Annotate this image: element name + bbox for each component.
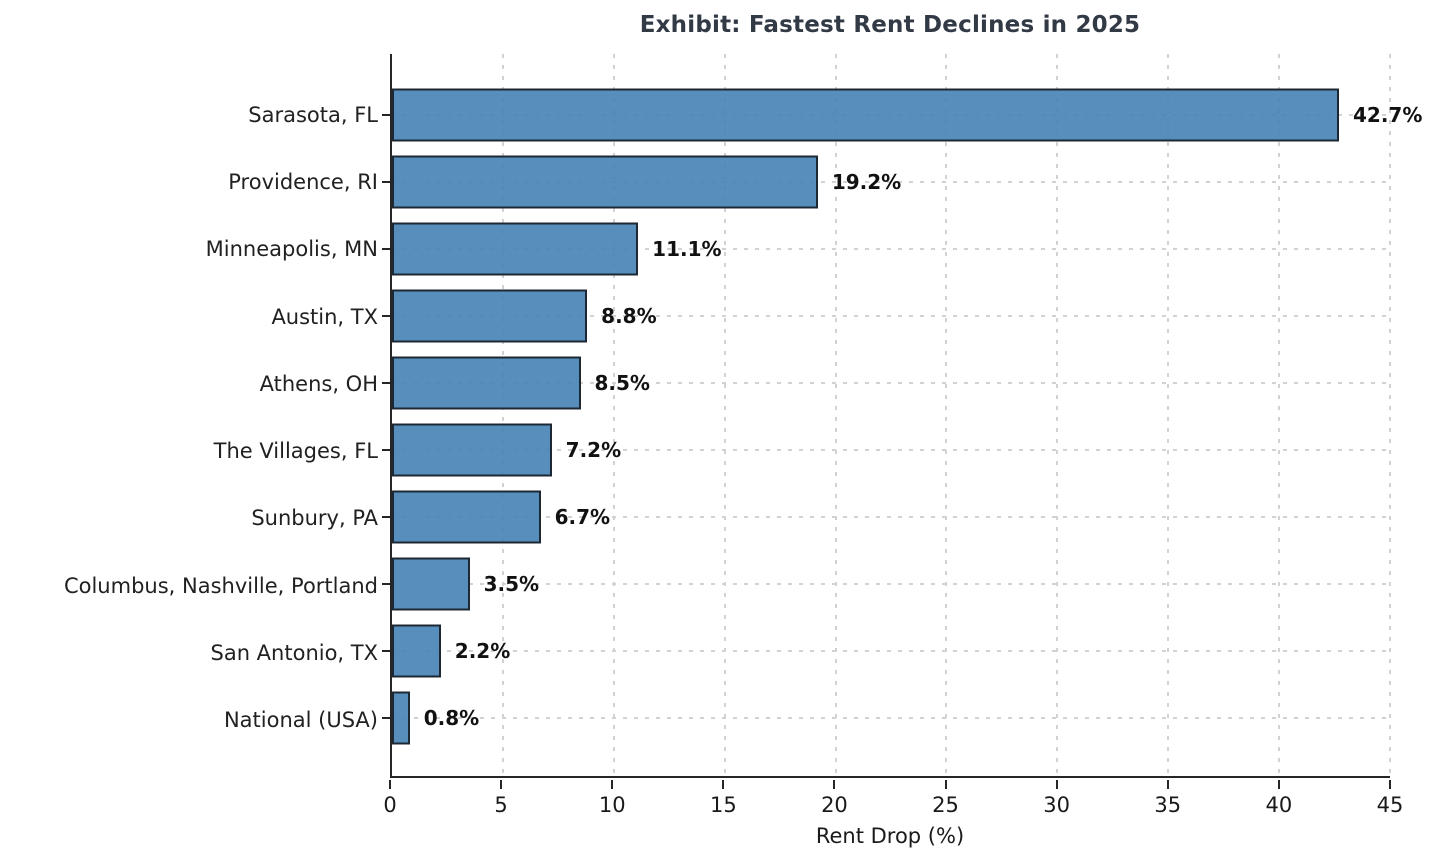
category-label: The Villages, FL (213, 439, 378, 464)
bar-value-label: 0.8% (423, 706, 480, 731)
x-axis-tick-label: 30 (1043, 793, 1071, 817)
vertical-gridline (834, 54, 837, 776)
category-label: Columbus, Nashville, Portland (63, 573, 378, 598)
bar (392, 423, 552, 477)
y-axis-tick-mark (382, 717, 390, 720)
x-axis-tick-label: 20 (821, 793, 848, 817)
x-axis-tick-mark (611, 780, 614, 789)
horizontal-gridline (392, 314, 1390, 317)
x-axis-tick-label: 40 (1265, 793, 1293, 817)
bar-value-label: 42.7% (1352, 102, 1423, 127)
category-label: National (USA) (223, 708, 378, 733)
bar-row: 42.7% (382, 81, 1422, 148)
y-axis-tick-mark (382, 113, 390, 116)
vertical-gridline (612, 54, 615, 776)
x-axis-tick-mark (833, 780, 836, 789)
bar-value-label: 19.2% (831, 169, 902, 194)
vertical-gridline (1056, 54, 1059, 776)
bar-value-label: 6.7% (554, 505, 611, 530)
y-axis-tick-mark (382, 449, 390, 452)
vertical-gridline (501, 54, 504, 776)
y-axis-tick-mark (382, 583, 390, 586)
y-axis-tick-mark (382, 516, 390, 519)
x-axis-tick-mark (1166, 780, 1169, 789)
category-label: Providence, RI (228, 169, 378, 194)
vertical-gridline (723, 54, 726, 776)
x-axis-tick-mark (500, 780, 503, 789)
horizontal-gridline (392, 717, 1390, 720)
y-axis-tick-mark (382, 381, 390, 384)
x-axis-tick-label: 10 (598, 793, 626, 817)
bar-row: 3.5% (382, 551, 1390, 618)
y-axis-tick-mark (382, 650, 390, 653)
bar (392, 88, 1339, 142)
bar-row: 0.8% (382, 685, 1390, 752)
y-axis-tick-mark (382, 247, 390, 250)
vertical-gridline (1167, 54, 1170, 776)
y-axis-tick-mark (382, 314, 390, 317)
horizontal-gridline (392, 449, 1390, 452)
bar (392, 691, 410, 745)
plot-area: 42.7% 19.2% 11.1% 8.8% 8.5% 7.2% 6.7% 3.5% 2.2% 0… (382, 54, 1422, 778)
x-axis-tick-label: 35 (1154, 793, 1182, 817)
x-axis-tick-mark (1277, 780, 1280, 789)
bar-row: 11.1% (382, 215, 1390, 282)
category-label: Sarasota, FL (248, 102, 378, 127)
x-axis-tick-label: 25 (932, 793, 959, 817)
bar-row: 8.5% (382, 349, 1390, 416)
bar (392, 624, 441, 678)
category-label: San Antonio, TX (210, 641, 379, 666)
chart-title: Exhibit: Fastest Rent Declines in 2025 (639, 12, 1141, 38)
horizontal-gridline (392, 583, 1390, 586)
category-label: Athens, OH (259, 371, 378, 396)
bar (392, 289, 588, 343)
x-axis-tick-mark (944, 780, 947, 789)
bar-value-label: 8.5% (594, 370, 650, 395)
x-axis-tick-mark (389, 780, 391, 789)
x-axis-tick-label: 15 (709, 793, 737, 817)
x-axis-tick-label: 5 (494, 793, 508, 817)
bar (392, 155, 818, 209)
bar (392, 557, 470, 611)
category-label: Minneapolis, MN (205, 237, 378, 262)
x-axis-tick-mark (1055, 780, 1058, 789)
horizontal-gridline (392, 247, 1390, 250)
bar-value-label: 2.2% (454, 639, 511, 664)
horizontal-gridline (392, 650, 1390, 653)
bar-row: 19.2% (382, 148, 1390, 215)
bar-row: 2.2% (382, 618, 1390, 685)
y-axis-tick-mark (382, 180, 390, 183)
bar-row: 8.8% (382, 282, 1390, 349)
x-axis-tick-label: 45 (1376, 793, 1404, 817)
bar (392, 356, 581, 410)
x-axis: Rent Drop (%) 0 5 10 15 20 25 30 35 40 45 (383, 780, 1403, 860)
x-axis-tick-mark (1389, 780, 1391, 789)
category-label: Austin, TX (271, 304, 378, 329)
x-axis-tick-label: 0 (383, 793, 397, 817)
bar (392, 490, 541, 544)
horizontal-gridline (392, 381, 1390, 384)
bar-value-label: 7.2% (565, 438, 622, 463)
bar-row: 6.7% (382, 484, 1390, 551)
bar-row: 7.2% (382, 416, 1390, 483)
horizontal-gridline (392, 516, 1390, 519)
bar-value-label: 11.1% (652, 236, 722, 261)
vertical-gridline (945, 54, 948, 776)
bar-value-label: 8.8% (601, 303, 657, 328)
horizontal-gridline (392, 180, 1390, 183)
bar-value-label: 3.5% (483, 572, 540, 597)
category-label: Sunbury, PA (251, 506, 378, 531)
vertical-gridlines (392, 54, 1391, 776)
x-axis-title: Rent Drop (%) (815, 824, 965, 848)
vertical-gridline (1278, 54, 1281, 776)
bar-rows: 42.7% 19.2% 11.1% 8.8% 8.5% 7.2% 6.7% 3.5% 2.2% 0… (382, 81, 1422, 752)
bar (392, 222, 639, 276)
y-axis-labels: Sarasota, FL Providence, RI Minneapolis, M… (0, 54, 378, 778)
x-axis-tick-mark (722, 780, 725, 789)
vertical-gridline (1389, 54, 1391, 776)
